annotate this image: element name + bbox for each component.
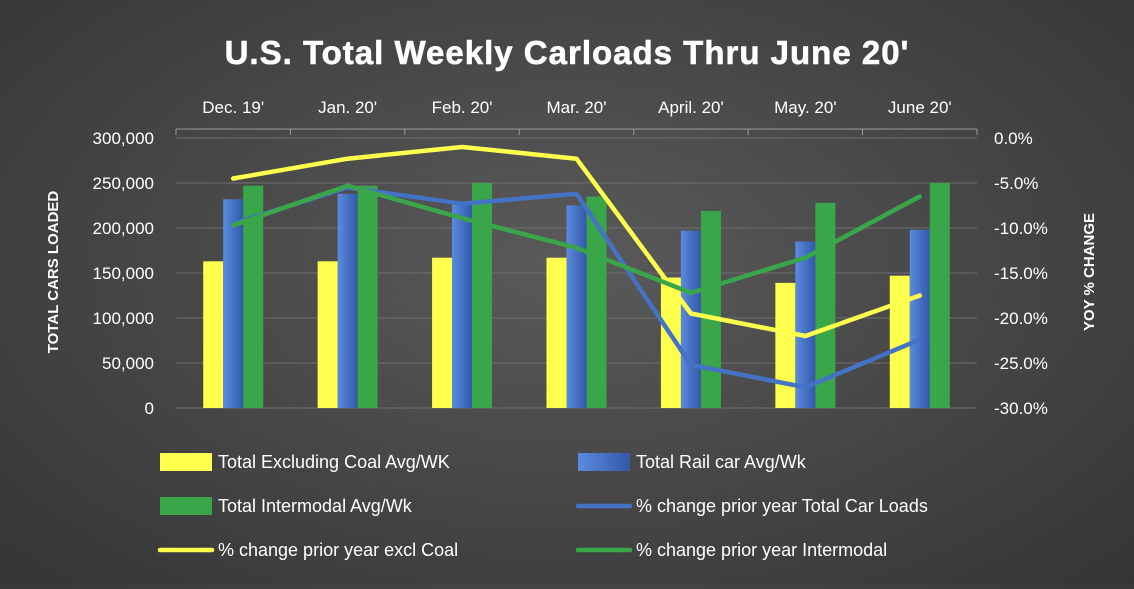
legend-swatch (578, 453, 630, 471)
x-tick-label: Jan. 20' (318, 98, 377, 117)
bar (815, 202, 836, 408)
bar (586, 196, 607, 408)
y-tick-label: 50,000 (102, 354, 154, 373)
legend-label: Total Excluding Coal Avg/WK (218, 452, 450, 472)
axes: 300,000 0.0% 250,000 -5.0% 200,000 -10.0% 150,… (93, 98, 1048, 418)
bar (223, 199, 244, 408)
x-tick-label: April. 20' (658, 98, 724, 117)
bar (337, 193, 358, 408)
legend-swatch (160, 453, 212, 471)
y2-tick-label: 0.0% (994, 129, 1033, 148)
bar (546, 257, 567, 408)
y-tick-label: 0 (145, 399, 154, 418)
y2-tick-label: -10.0% (994, 219, 1048, 238)
legend: Total Excluding Coal Avg/WK Total Rail ca… (157, 452, 928, 560)
y-tick-label: 250,000 (93, 174, 154, 193)
lines (230, 144, 923, 390)
x-tick-label: Feb. 20' (432, 98, 493, 117)
y-tick-label: 150,000 (93, 264, 154, 283)
bar (660, 277, 681, 408)
bar (795, 241, 816, 408)
x-tick-label: June 20' (888, 98, 952, 117)
y-tick-label: 100,000 (93, 309, 154, 328)
bar (929, 183, 950, 408)
y2-tick-label: -5.0% (994, 174, 1038, 193)
legend-label: % change prior year excl Coal (218, 540, 458, 560)
bar (432, 257, 453, 408)
y-tick-label: 300,000 (93, 129, 154, 148)
x-tick-label: May. 20' (774, 98, 836, 117)
y2-tick-label: -30.0% (994, 399, 1048, 418)
legend-swatch (160, 497, 212, 515)
series-line (230, 144, 923, 339)
bar (203, 261, 224, 408)
y-tick-label: 200,000 (93, 219, 154, 238)
bar (472, 183, 493, 408)
bars (203, 183, 950, 408)
legend-label: % change prior year Total Car Loads (636, 496, 928, 516)
bar (909, 229, 930, 408)
bar (357, 185, 378, 408)
y2-tick-label: -25.0% (994, 354, 1048, 373)
x-tick-label: Dec. 19' (202, 98, 264, 117)
bar (680, 230, 701, 408)
bar (452, 204, 473, 408)
bar (889, 275, 910, 408)
chart-title: U.S. Total Weekly Carloads Thru June 20' (225, 34, 910, 71)
legend-label: Total Rail car Avg/Wk (636, 452, 807, 472)
legend-label: Total Intermodal Avg/Wk (218, 496, 413, 516)
bar (775, 282, 796, 408)
y2-axis-label: YOY % CHANGE (1081, 213, 1098, 331)
y-axis-label: TOTAL CARS LOADED (45, 191, 62, 354)
y2-tick-label: -20.0% (994, 309, 1048, 328)
bar (566, 205, 587, 408)
x-tick-label: Mar. 20' (547, 98, 607, 117)
bar (243, 185, 264, 408)
y2-tick-label: -15.0% (994, 264, 1048, 283)
legend-label: % change prior year Intermodal (636, 540, 887, 560)
bar (700, 210, 721, 408)
bar (317, 261, 338, 408)
series-line (230, 183, 923, 296)
